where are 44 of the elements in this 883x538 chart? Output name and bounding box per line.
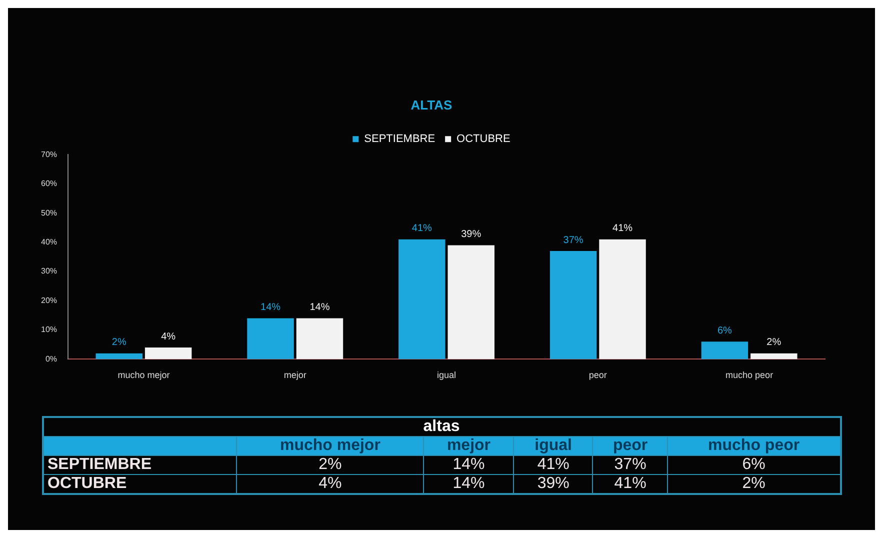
y-tick-label: 0% <box>45 354 58 364</box>
data-label: 37% <box>563 234 584 246</box>
text: 37% <box>614 456 646 473</box>
text: 14% <box>452 456 485 473</box>
data-label: 41% <box>612 223 633 234</box>
x-tick-label: mucho peor <box>726 370 774 380</box>
text: OCTUBRE <box>48 475 127 492</box>
category-label: mucho mejor <box>280 437 380 454</box>
data-label: 14% <box>310 302 330 314</box>
text: SEPTIEMBRE <box>48 456 152 473</box>
y-tick-label: 70% <box>40 150 58 159</box>
category-label: peor <box>612 437 648 454</box>
y-tick-label: 60% <box>40 179 58 188</box>
x-tick-label: peor <box>588 370 607 380</box>
text: 41% <box>614 475 646 492</box>
data-label: 2% <box>112 337 126 348</box>
text: 4% <box>318 475 342 492</box>
text: 6% <box>742 456 766 473</box>
y-tick-label: 40% <box>40 237 58 246</box>
text: 2% <box>318 456 342 473</box>
x-tick-label: igual <box>437 370 456 380</box>
data-label: 14% <box>260 302 281 314</box>
category-label: mejor <box>446 437 491 454</box>
x-tick-label: mejor <box>284 370 306 380</box>
text: 14% <box>452 475 485 492</box>
y-tick-label: 10% <box>40 325 58 334</box>
data-label: 39% <box>461 228 482 240</box>
text: altas <box>42 417 840 436</box>
text: 2% <box>742 475 766 492</box>
category-label: mucho peor <box>708 437 800 454</box>
data-label: 6% <box>717 325 732 336</box>
y-tick-label: 20% <box>40 296 58 305</box>
data-label: 2% <box>766 337 782 348</box>
legend-label: SEPTIEMBRE <box>364 133 436 146</box>
y-tick-label: 30% <box>40 266 58 276</box>
text: 41% <box>537 456 570 473</box>
x-tick-label: mucho mejor <box>118 370 170 380</box>
chart-title: ALTAS <box>410 97 453 112</box>
y-tick-label: 50% <box>40 208 58 218</box>
data-label: 4% <box>161 331 176 342</box>
data-label: 41% <box>412 223 432 234</box>
legend-label: OCTUBRE <box>456 133 510 146</box>
text: 39% <box>537 475 570 492</box>
category-label: igual <box>534 437 572 454</box>
